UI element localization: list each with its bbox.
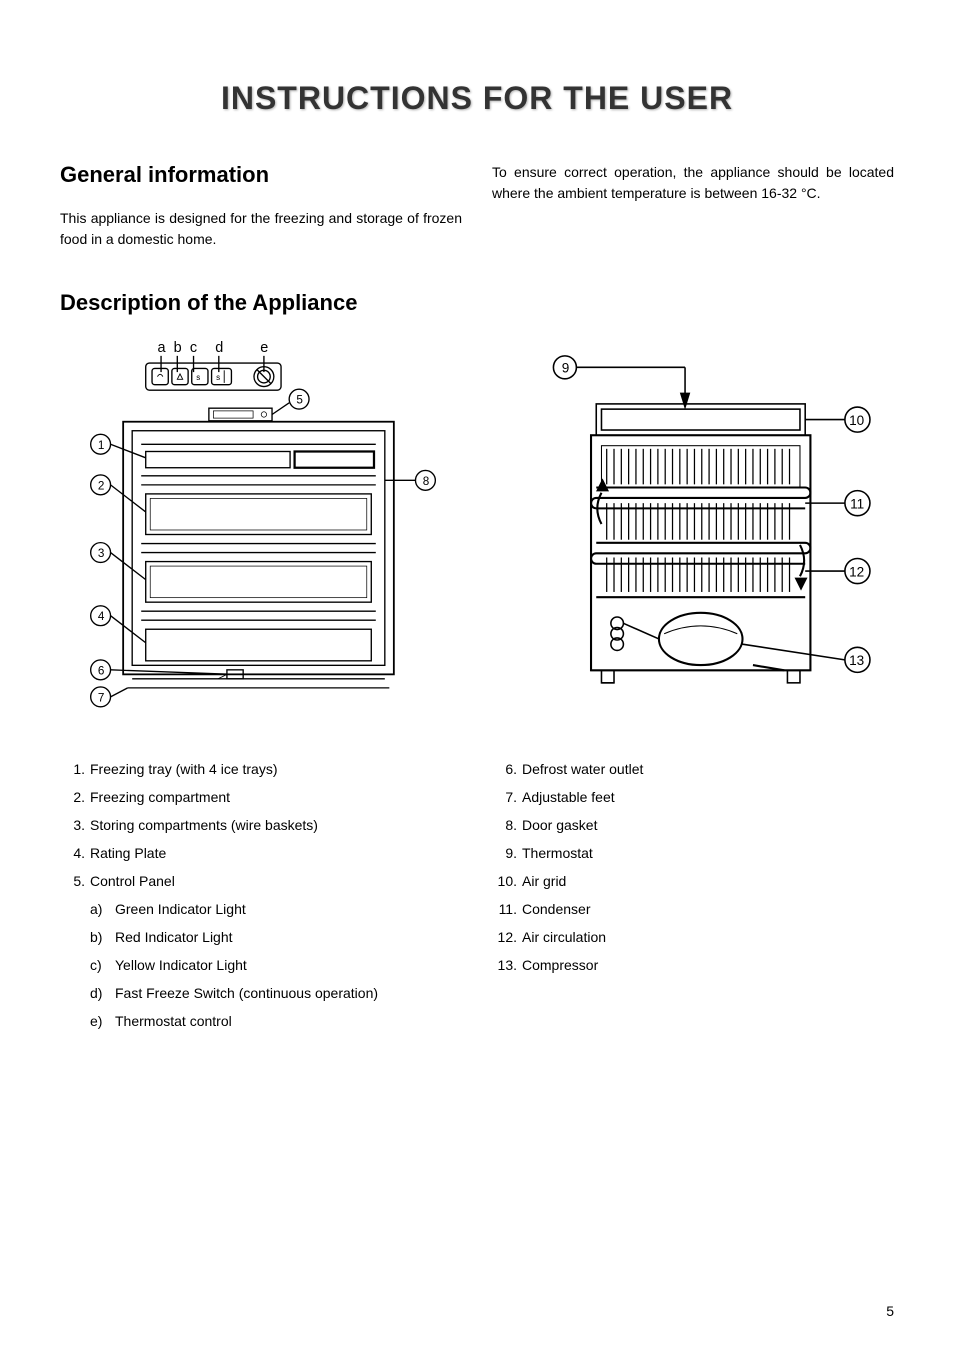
page-number: 5 bbox=[886, 1303, 894, 1319]
letter-c: c bbox=[190, 340, 197, 356]
sub-item: e)Thermostat control bbox=[115, 1007, 462, 1035]
svg-text:11: 11 bbox=[850, 496, 864, 511]
svg-text:s: s bbox=[216, 373, 220, 382]
svg-text:3: 3 bbox=[98, 547, 105, 560]
parts-lists: 1.Freezing tray (with 4 ice trays) 2.Fre… bbox=[60, 755, 894, 1035]
general-heading: General information bbox=[60, 162, 462, 188]
svg-text:12: 12 bbox=[849, 564, 864, 579]
description-heading: Description of the Appliance bbox=[60, 290, 894, 316]
letter-d: d bbox=[215, 340, 223, 356]
rear-diagram: 9 bbox=[497, 336, 894, 717]
parts-list-right: 6.Defrost water outlet 7.Adjustable feet… bbox=[492, 755, 894, 979]
svg-text:2: 2 bbox=[98, 479, 105, 492]
sub-item: c)Yellow Indicator Light bbox=[115, 951, 462, 979]
part-item: 9.Thermostat bbox=[522, 839, 894, 867]
sub-list: a)Green Indicator Light b)Red Indicator … bbox=[90, 895, 462, 1035]
svg-text:13: 13 bbox=[849, 653, 864, 668]
part-item: 5.Control Panel a)Green Indicator Light … bbox=[90, 867, 462, 1035]
part-item: 3.Storing compartments (wire baskets) bbox=[90, 811, 462, 839]
letter-a: a bbox=[157, 340, 166, 356]
rear-diagram-svg: 9 bbox=[497, 336, 894, 712]
diagrams-row: a b c d e s s bbox=[60, 336, 894, 720]
part-item: 8.Door gasket bbox=[522, 811, 894, 839]
svg-text:7: 7 bbox=[98, 691, 105, 704]
svg-text:4: 4 bbox=[98, 610, 105, 623]
svg-text:10: 10 bbox=[849, 413, 865, 428]
part-item: 13.Compressor bbox=[522, 951, 894, 979]
svg-text:6: 6 bbox=[98, 664, 105, 677]
part-item: 11.Condenser bbox=[522, 895, 894, 923]
svg-text:s: s bbox=[196, 373, 200, 382]
part-item: 6.Defrost water outlet bbox=[522, 755, 894, 783]
intro-columns: General information This appliance is de… bbox=[60, 162, 894, 250]
general-para1: This appliance is designed for the freez… bbox=[60, 208, 462, 250]
page-title: INSTRUCTIONS FOR THE USER bbox=[60, 80, 894, 117]
part-item: 2.Freezing compartment bbox=[90, 783, 462, 811]
letter-e: e bbox=[260, 340, 268, 356]
part-item: 1.Freezing tray (with 4 ice trays) bbox=[90, 755, 462, 783]
svg-text:9: 9 bbox=[562, 361, 570, 376]
front-diagram-svg: a b c d e s s bbox=[60, 336, 457, 715]
part-item: 10.Air grid bbox=[522, 867, 894, 895]
general-para2: To ensure correct operation, the applian… bbox=[492, 162, 894, 204]
part-item: 12.Air circulation bbox=[522, 923, 894, 951]
sub-item: a)Green Indicator Light bbox=[115, 895, 462, 923]
front-diagram: a b c d e s s bbox=[60, 336, 457, 720]
svg-text:5: 5 bbox=[296, 394, 303, 407]
svg-text:1: 1 bbox=[98, 439, 105, 452]
letter-b: b bbox=[174, 340, 182, 356]
svg-text:8: 8 bbox=[423, 475, 430, 488]
sub-item: d)Fast Freeze Switch (continuous operati… bbox=[115, 979, 462, 1007]
parts-list-left: 1.Freezing tray (with 4 ice trays) 2.Fre… bbox=[60, 755, 462, 1035]
sub-item: b)Red Indicator Light bbox=[115, 923, 462, 951]
part-item: 7.Adjustable feet bbox=[522, 783, 894, 811]
part-item: 4.Rating Plate bbox=[90, 839, 462, 867]
